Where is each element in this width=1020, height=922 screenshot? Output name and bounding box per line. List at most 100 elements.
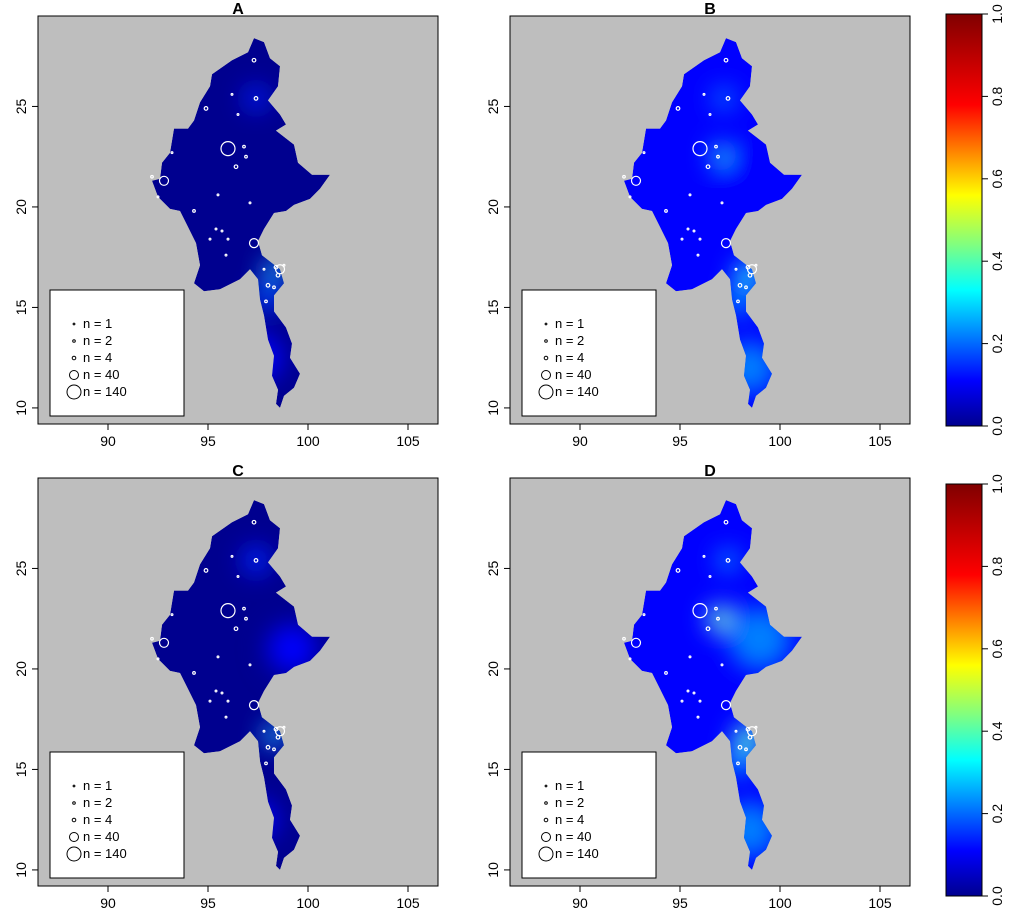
sample-site-marker bbox=[248, 700, 260, 711]
sample-site-marker bbox=[720, 700, 732, 711]
sample-site-marker bbox=[642, 151, 646, 155]
colorbar-tick-label: 1.0 bbox=[989, 474, 1005, 494]
sample-site-marker bbox=[716, 616, 720, 621]
sample-site-marker bbox=[708, 112, 712, 116]
sample-site-marker bbox=[702, 92, 706, 96]
hotspot bbox=[742, 821, 758, 838]
sample-site-marker bbox=[675, 106, 681, 111]
panel-B: B n = 1 n = 2 n = 4 n = 40 n = 140 90 95 100 10… bbox=[485, 1, 911, 449]
sample-site-marker bbox=[680, 237, 684, 241]
y-tick-label: 25 bbox=[485, 560, 501, 576]
panel-title: A bbox=[232, 1, 244, 18]
legend-label: n = 40 bbox=[83, 367, 120, 382]
sample-site-marker bbox=[264, 299, 268, 304]
sample-site-marker bbox=[630, 637, 642, 648]
sample-site-marker bbox=[725, 558, 731, 563]
x-tick-label: 95 bbox=[672, 433, 688, 449]
legend-label: n = 2 bbox=[83, 333, 112, 348]
sample-site-marker bbox=[622, 174, 626, 179]
sample-site-marker bbox=[156, 657, 160, 661]
sample-site-marker bbox=[220, 603, 236, 619]
sample-site-marker bbox=[251, 519, 257, 525]
y-tick-label: 10 bbox=[485, 862, 501, 878]
sample-site-marker bbox=[273, 726, 279, 732]
sample-site-marker bbox=[248, 238, 260, 249]
sample-site-marker bbox=[692, 691, 696, 695]
sample-site-marker bbox=[170, 613, 174, 617]
legend-label: n = 140 bbox=[555, 384, 599, 399]
sample-site-marker bbox=[208, 237, 212, 241]
sample-site-marker bbox=[664, 209, 668, 213]
country-fill bbox=[624, 500, 802, 870]
colorbar-tick-label: 0.8 bbox=[989, 556, 1005, 576]
sample-site-marker bbox=[680, 699, 684, 703]
sample-site-marker bbox=[696, 253, 700, 257]
colorbar-tick-label: 1.0 bbox=[989, 4, 1005, 24]
sample-site-marker bbox=[272, 285, 276, 290]
hotspot bbox=[736, 297, 744, 305]
sample-site-marker bbox=[696, 715, 700, 719]
legend-symbol bbox=[66, 384, 82, 400]
hotspot bbox=[751, 629, 769, 648]
hotspot bbox=[264, 293, 272, 301]
panel-title: C bbox=[232, 463, 244, 480]
x-tick-label: 100 bbox=[768, 433, 792, 449]
sample-site-marker bbox=[747, 272, 753, 278]
legend: n = 1 n = 2 n = 4 n = 40 n = 140 bbox=[49, 289, 185, 417]
legend-box bbox=[521, 289, 657, 417]
sample-site-marker bbox=[236, 574, 240, 578]
hotspot bbox=[742, 360, 758, 376]
sample-site-marker bbox=[272, 747, 276, 752]
sample-site-marker bbox=[156, 195, 160, 199]
sample-site-marker bbox=[220, 229, 224, 233]
legend-label: n = 1 bbox=[555, 778, 584, 793]
x-tick-label: 90 bbox=[100, 895, 116, 911]
legend-symbol bbox=[544, 784, 548, 788]
y-tick-label: 15 bbox=[13, 299, 29, 315]
sample-site-marker bbox=[744, 285, 748, 290]
sample-site-marker bbox=[692, 141, 708, 157]
hotspot bbox=[742, 168, 758, 185]
x-tick-label: 105 bbox=[868, 433, 892, 449]
legend-box bbox=[49, 289, 185, 417]
x-tick-label: 95 bbox=[672, 895, 688, 911]
y-tick-label: 10 bbox=[485, 400, 501, 416]
legend-label: n = 4 bbox=[555, 812, 584, 827]
legend-label: n = 1 bbox=[83, 316, 112, 331]
sample-site-marker bbox=[233, 626, 239, 632]
panel-A: A n = 1 n = 2 n = 4 n = 40 n = 140 90 95 100 10… bbox=[13, 1, 439, 449]
panel-D: D n = 1 n = 2 n = 4 n = 40 n = 140 90 95 100 10… bbox=[485, 463, 911, 911]
colorbar-tick-label: 0.2 bbox=[989, 334, 1005, 354]
y-tick-label: 15 bbox=[13, 761, 29, 777]
sample-site-marker bbox=[248, 201, 252, 205]
sample-site-marker bbox=[244, 616, 248, 621]
legend-label: n = 4 bbox=[83, 350, 112, 365]
sample-site-marker bbox=[262, 729, 266, 733]
sample-site-marker bbox=[282, 725, 286, 729]
sample-site-marker bbox=[230, 554, 234, 558]
sample-site-marker bbox=[230, 92, 234, 96]
x-tick-label: 105 bbox=[396, 433, 420, 449]
panel-title: B bbox=[704, 1, 716, 18]
colorbar-tick-label: 0.0 bbox=[989, 416, 1005, 436]
legend-symbol bbox=[541, 370, 551, 380]
sample-site-marker bbox=[692, 229, 696, 233]
legend-label: n = 140 bbox=[555, 846, 599, 861]
sample-site-marker bbox=[273, 264, 279, 270]
legend-symbol bbox=[544, 339, 548, 343]
sample-site-marker bbox=[226, 699, 230, 703]
legend-symbol bbox=[66, 846, 82, 862]
sample-site-marker bbox=[203, 106, 209, 111]
legend-label: n = 4 bbox=[555, 350, 584, 365]
sample-site-marker bbox=[220, 141, 236, 157]
colorbar-tick-label: 0.6 bbox=[989, 169, 1005, 189]
sample-site-marker bbox=[720, 663, 724, 667]
legend-label: n = 1 bbox=[555, 316, 584, 331]
legend-label: n = 4 bbox=[83, 812, 112, 827]
legend-label: n = 140 bbox=[83, 846, 127, 861]
sample-site-marker bbox=[233, 164, 239, 170]
sample-site-marker bbox=[702, 554, 706, 558]
colorbar-tick-label: 0.0 bbox=[989, 886, 1005, 906]
y-tick-label: 20 bbox=[13, 199, 29, 215]
sample-site-marker bbox=[203, 568, 209, 573]
